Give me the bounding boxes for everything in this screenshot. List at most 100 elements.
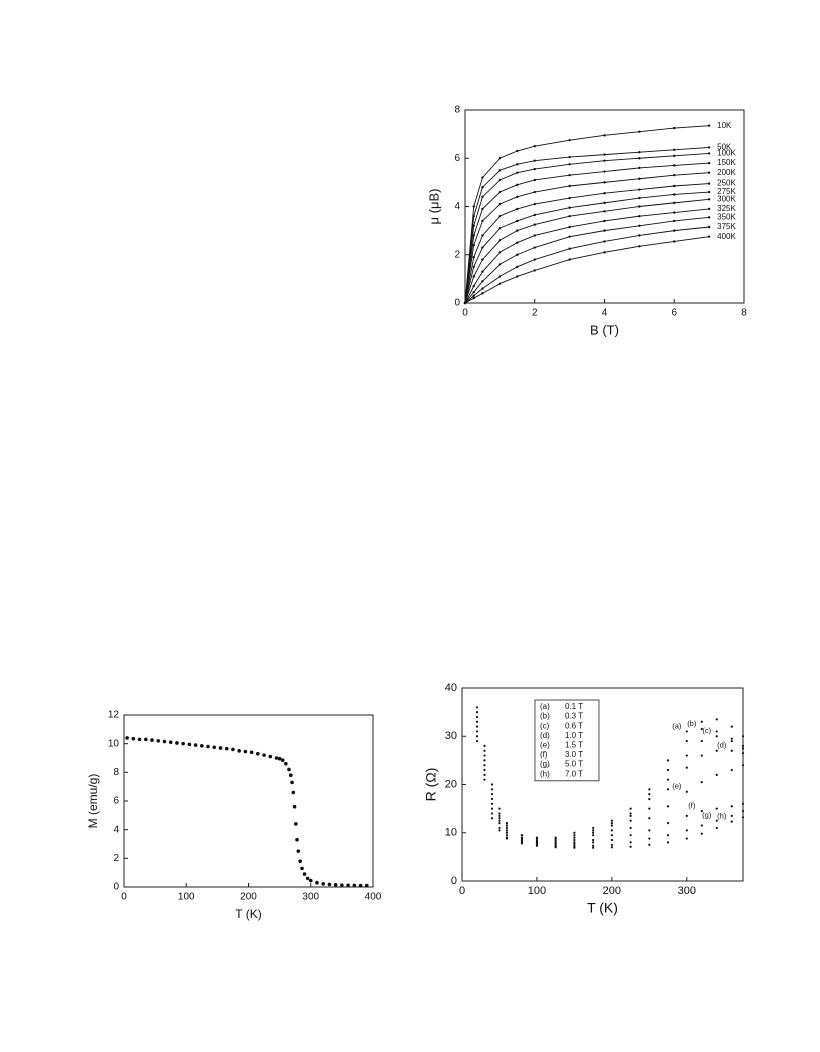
data-point bbox=[218, 746, 223, 750]
data-point bbox=[206, 744, 210, 749]
data-point bbox=[715, 730, 718, 733]
data-point bbox=[707, 235, 711, 238]
data-point bbox=[730, 805, 733, 808]
data-point bbox=[707, 152, 711, 155]
data-point bbox=[481, 258, 484, 261]
legend-label: 3.0 T bbox=[565, 750, 583, 759]
data-point bbox=[472, 205, 475, 208]
data-point bbox=[629, 845, 632, 848]
data-point bbox=[472, 224, 475, 227]
x-tick-label: 100 bbox=[528, 885, 546, 897]
y-tick-label: 0 bbox=[454, 298, 460, 309]
data-point bbox=[505, 837, 509, 840]
data-point bbox=[592, 841, 595, 844]
data-point bbox=[483, 749, 486, 752]
data-point bbox=[568, 173, 571, 177]
data-point bbox=[673, 219, 676, 223]
data-point bbox=[472, 243, 475, 247]
data-point bbox=[481, 186, 484, 189]
data-point bbox=[554, 839, 557, 842]
data-point bbox=[666, 822, 670, 825]
data-point bbox=[131, 736, 136, 741]
data-point bbox=[516, 265, 519, 269]
data-point bbox=[730, 739, 733, 743]
data-point bbox=[243, 749, 248, 754]
data-point bbox=[673, 173, 676, 177]
data-point bbox=[573, 843, 576, 846]
data-point bbox=[629, 841, 632, 844]
data-point bbox=[568, 214, 571, 218]
data-point bbox=[707, 198, 711, 201]
data-point bbox=[707, 124, 711, 127]
series-label: 375K bbox=[717, 222, 736, 231]
y-tick-label: 0 bbox=[113, 882, 119, 893]
series-label: 150K bbox=[717, 158, 736, 167]
data-point bbox=[498, 157, 502, 160]
data-point bbox=[498, 227, 502, 230]
data-point bbox=[249, 750, 254, 755]
legend-label: 5.0 T bbox=[565, 760, 583, 769]
data-point bbox=[289, 773, 293, 777]
data-point bbox=[490, 817, 494, 820]
data-point bbox=[715, 819, 718, 822]
data-point bbox=[741, 744, 745, 748]
legend-label: 0.3 T bbox=[565, 712, 583, 721]
data-point bbox=[707, 225, 711, 229]
series-label: 275K bbox=[717, 187, 736, 196]
y-axis-label: μ (μB) bbox=[426, 189, 441, 225]
data-point bbox=[346, 883, 350, 888]
x-tick-label: 2 bbox=[532, 308, 538, 319]
data-point bbox=[533, 144, 536, 148]
legend-label: 0.6 T bbox=[565, 721, 583, 730]
data-point bbox=[340, 883, 344, 887]
series-label: 100K bbox=[717, 149, 736, 158]
data-point bbox=[125, 736, 129, 740]
data-point bbox=[516, 275, 519, 278]
data-point bbox=[638, 214, 641, 218]
data-point bbox=[603, 229, 606, 232]
data-point bbox=[554, 846, 557, 849]
legend-label: 1.0 T bbox=[565, 731, 583, 740]
data-point bbox=[193, 743, 198, 747]
data-point bbox=[472, 234, 475, 237]
legend-tag: (a) bbox=[540, 702, 550, 711]
data-point bbox=[481, 207, 484, 211]
data-point bbox=[730, 814, 733, 817]
data-point bbox=[475, 715, 479, 719]
data-point bbox=[481, 270, 484, 273]
data-point bbox=[666, 805, 670, 808]
data-point bbox=[741, 752, 745, 755]
data-point bbox=[475, 730, 479, 733]
data-point bbox=[231, 747, 235, 752]
data-point bbox=[573, 831, 576, 834]
data-point bbox=[472, 214, 475, 218]
data-point bbox=[629, 834, 632, 837]
data-point bbox=[533, 269, 536, 272]
data-point bbox=[603, 251, 606, 254]
data-point bbox=[568, 163, 571, 166]
data-point bbox=[673, 126, 676, 130]
y-tick-label: 40 bbox=[445, 682, 457, 694]
data-point bbox=[603, 153, 606, 156]
data-point bbox=[294, 822, 298, 826]
data-point bbox=[472, 284, 475, 288]
data-point bbox=[715, 718, 718, 721]
legend-label: 0.1 T bbox=[565, 702, 583, 711]
plot-frame bbox=[461, 687, 744, 882]
data-point bbox=[533, 223, 536, 226]
data-point bbox=[498, 275, 502, 278]
data-point bbox=[535, 844, 539, 847]
curve-tag: (c) bbox=[702, 726, 711, 735]
data-point bbox=[610, 846, 613, 849]
data-point bbox=[498, 812, 501, 815]
data-point bbox=[280, 758, 285, 762]
data-point bbox=[533, 159, 536, 162]
data-point bbox=[490, 812, 494, 815]
data-point bbox=[295, 837, 299, 842]
data-point bbox=[516, 149, 519, 153]
data-point bbox=[568, 258, 571, 261]
x-tick-label: 400 bbox=[365, 892, 382, 903]
data-point bbox=[573, 838, 576, 842]
data-point bbox=[498, 829, 501, 832]
data-point bbox=[568, 196, 571, 200]
